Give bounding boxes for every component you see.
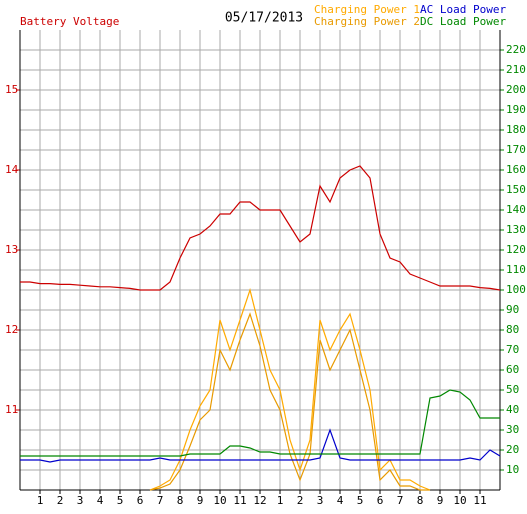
y2-tick-label: 160 [506, 163, 526, 176]
y2-tick-label: 190 [506, 103, 526, 116]
y2-tick-label: 60 [506, 363, 519, 376]
y2-tick-label: 180 [506, 123, 526, 136]
y2-tick-label: 90 [506, 303, 519, 316]
x-tick-label: 3 [317, 494, 324, 507]
x-tick-label: 9 [437, 494, 444, 507]
x-tick-label: 2 [57, 494, 64, 507]
y2-tick-label: 210 [506, 63, 526, 76]
y2-tick-label: 50 [506, 383, 519, 396]
y2-tick-label: 10 [506, 463, 519, 476]
x-tick-label: 5 [357, 494, 364, 507]
x-tick-label: 4 [97, 494, 104, 507]
y2-tick-label: 200 [506, 83, 526, 96]
x-tick-label: 2 [297, 494, 304, 507]
y2-tick-label: 220 [506, 43, 526, 56]
legend-entry: AC Load Power [420, 3, 506, 16]
y2-tick-label: 110 [506, 263, 526, 276]
x-tick-label: 3 [77, 494, 84, 507]
legend-entry: Charging Power 2 [314, 15, 420, 28]
y2-tick-label: 100 [506, 283, 526, 296]
y-axis-label: Battery Voltage [20, 15, 119, 28]
y2-tick-label: 140 [506, 203, 526, 216]
y-tick-label: 12 [5, 323, 18, 336]
y2-tick-label: 120 [506, 243, 526, 256]
y2-tick-label: 70 [506, 343, 519, 356]
series-line [149, 287, 431, 491]
series-line [20, 165, 501, 291]
x-tick-label: 9 [197, 494, 204, 507]
x-tick-label: 8 [177, 494, 184, 507]
x-tick-label: 11 [233, 494, 246, 507]
x-tick-label: 6 [137, 494, 144, 507]
x-tick-label: 12 [253, 494, 266, 507]
x-tick-label: 6 [377, 494, 384, 507]
y-tick-label: 15 [5, 83, 18, 96]
x-tick-label: 7 [397, 494, 404, 507]
x-tick-label: 10 [213, 494, 226, 507]
x-tick-label: 7 [157, 494, 164, 507]
x-tick-label: 8 [417, 494, 424, 507]
series-line [20, 389, 500, 457]
y-tick-label: 13 [5, 243, 18, 256]
x-tick-label: 10 [453, 494, 466, 507]
y2-tick-label: 30 [506, 423, 519, 436]
legend-entry: DC Load Power [420, 15, 506, 28]
y2-tick-label: 80 [506, 323, 519, 336]
series-line [20, 428, 501, 463]
x-tick-label: 1 [37, 494, 44, 507]
x-tick-label: 5 [117, 494, 124, 507]
y-tick-label: 14 [5, 163, 19, 176]
series-line [149, 312, 430, 491]
y2-tick-label: 170 [506, 143, 526, 156]
legend-entry: Charging Power 1 [314, 3, 420, 16]
y2-tick-label: 130 [506, 223, 526, 236]
x-tick-label: 1 [277, 494, 284, 507]
y2-tick-label: 150 [506, 183, 526, 196]
y2-tick-label: 20 [506, 443, 519, 456]
chart-title: 05/17/2013 [225, 11, 303, 26]
x-tick-label: 4 [337, 494, 344, 507]
y2-tick-label: 40 [506, 403, 519, 416]
y-tick-label: 11 [5, 403, 18, 416]
x-tick-label: 11 [473, 494, 486, 507]
